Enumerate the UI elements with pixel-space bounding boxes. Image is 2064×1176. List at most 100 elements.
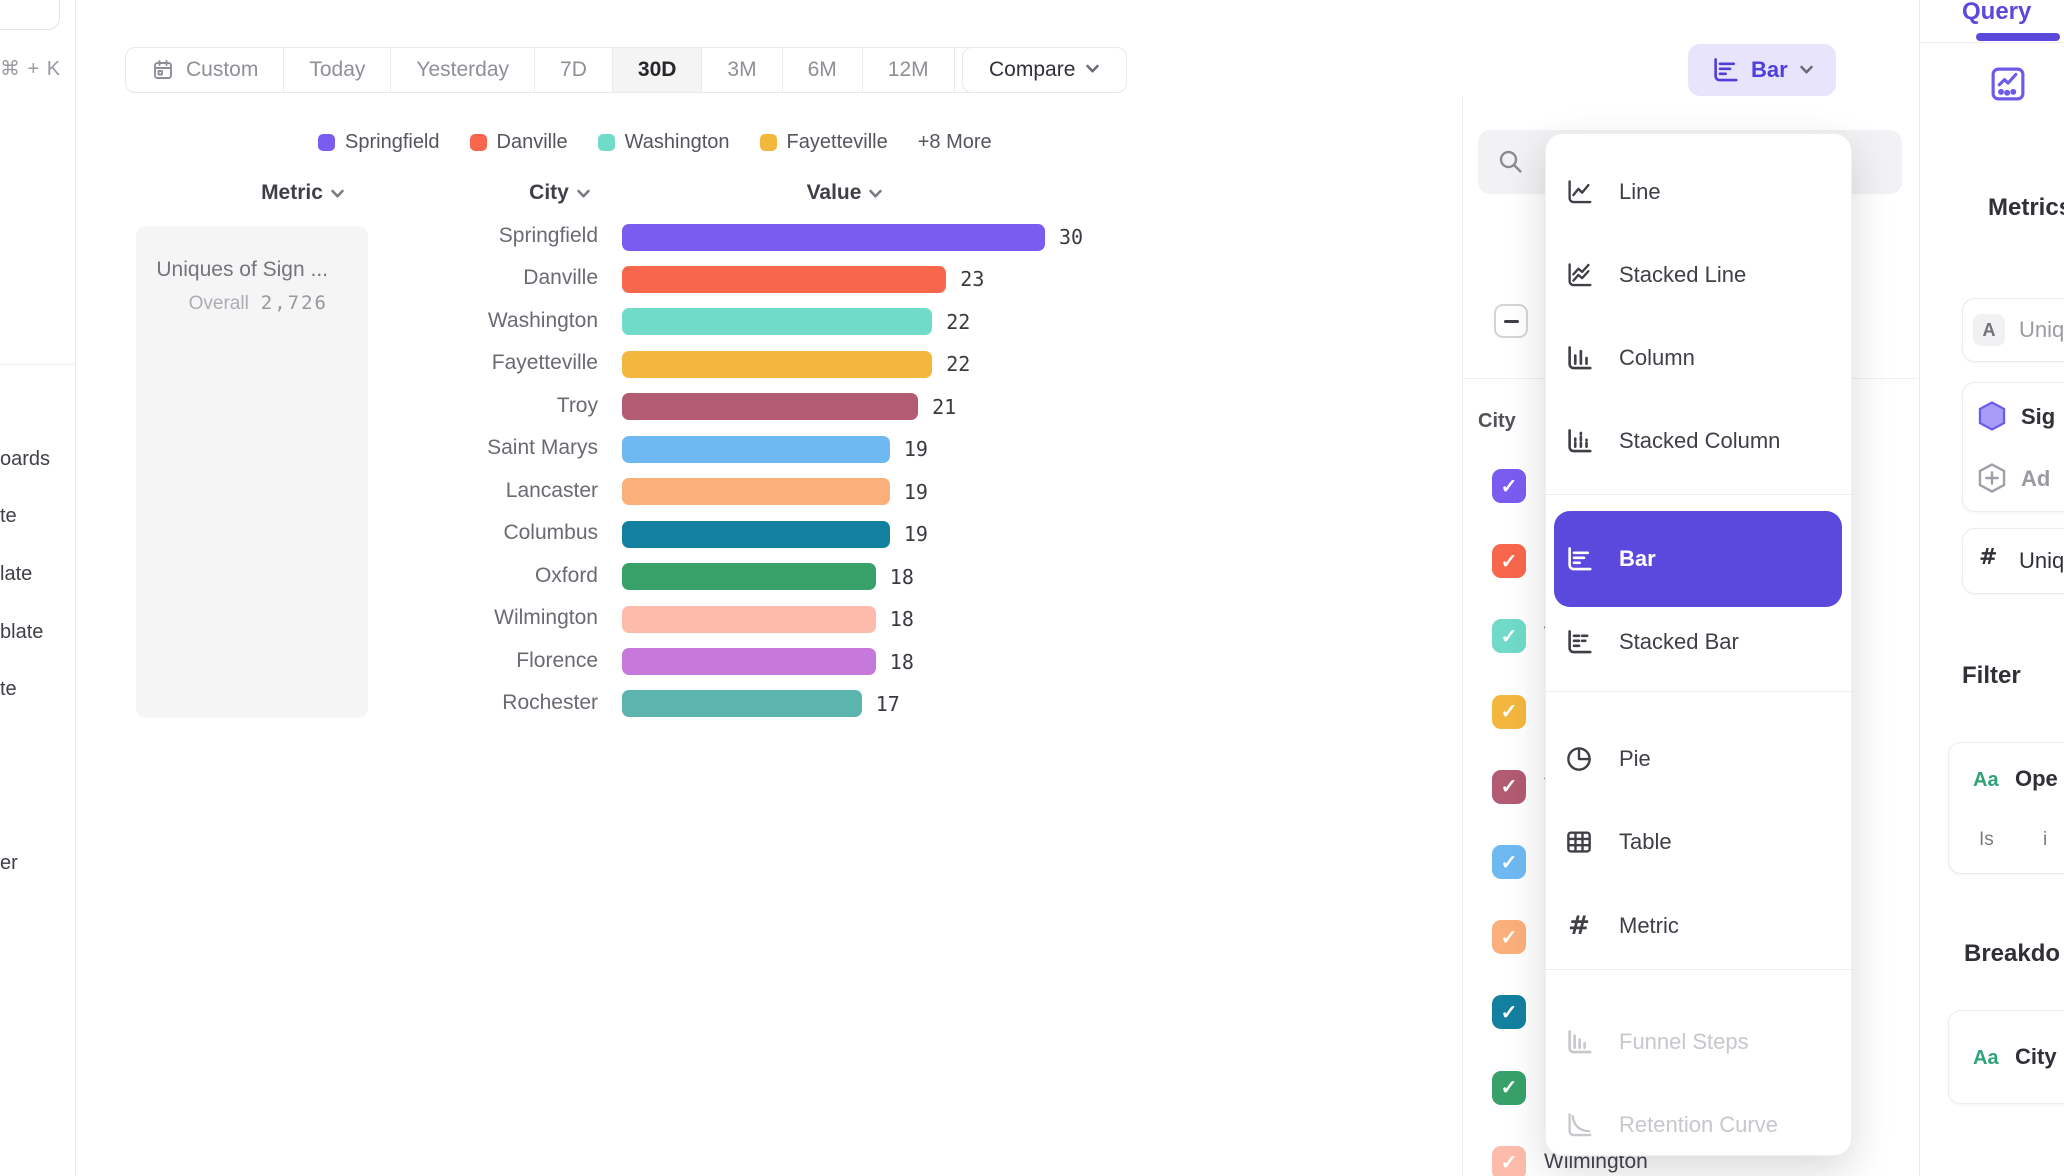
menu-item-metric[interactable]: # Metric — [1546, 884, 1851, 968]
chevron-down-icon — [330, 186, 345, 201]
column-header-value[interactable]: Value — [780, 180, 910, 206]
compare-button[interactable]: Compare — [962, 47, 1128, 93]
aggregation-label: Uniqu — [2019, 548, 2064, 573]
range-12m[interactable]: 12M — [863, 48, 955, 92]
column-header-metric[interactable]: Metric — [238, 180, 368, 206]
range-6m[interactable]: 6M — [783, 48, 863, 92]
bar-value: 19 — [903, 522, 928, 547]
date-range-group: CustomTodayYesterday7D30D3M6M12MXTD — [125, 47, 1072, 93]
menu-item-stacked-column[interactable]: Stacked Column — [1546, 399, 1851, 483]
range-30d[interactable]: 30D — [612, 48, 703, 92]
chart-type-menu: Line Stacked Line Column Stacked Column Bar S… — [1545, 133, 1852, 1156]
sidebar-search-input[interactable] — [0, 0, 60, 30]
bar-rochester — [622, 690, 862, 718]
bar-saint-marys — [622, 435, 890, 463]
menu-divider — [1546, 494, 1851, 495]
city-checkbox-saint-marys[interactable]: ✓ — [1492, 845, 1526, 879]
city-checkbox-columbus[interactable]: ✓ — [1492, 995, 1526, 1030]
city-checkbox-wilmington[interactable]: ✓ — [1492, 1145, 1526, 1176]
bar-row-label: Rochester — [502, 690, 598, 714]
tab-query[interactable]: Query — [1962, 0, 2032, 25]
bar-row-label: Saint Marys — [487, 436, 598, 460]
legend-more-button[interactable]: +8 More — [917, 130, 992, 153]
menu-item-label: Stacked Column — [1619, 428, 1781, 453]
metric-reference-card[interactable]: A Uniq — [1962, 298, 2064, 362]
city-checkbox-danville[interactable]: ✓ — [1492, 544, 1526, 579]
breakdown-card[interactable]: Aa City — [1948, 1010, 2064, 1104]
city-checkbox-lancaster[interactable]: ✓ — [1492, 920, 1526, 955]
bar-row-label: Fayetteville — [491, 351, 598, 375]
legend-item-springfield[interactable]: Springfield — [318, 131, 440, 154]
range-label: Today — [309, 58, 366, 81]
range-label: 7D — [560, 58, 587, 81]
legend-item-fayetteville[interactable]: Fayetteville — [759, 131, 888, 154]
sidebar-item[interactable]: late — [0, 563, 33, 585]
range-7d[interactable]: 7D — [535, 48, 613, 92]
metric-title: Uniques of Sign ... — [156, 258, 328, 281]
legend-item-washington[interactable]: Washington — [597, 130, 730, 154]
add-icon — [1975, 461, 2009, 500]
stackedcolumn-chart-icon — [1563, 425, 1595, 457]
city-checkbox-oxford[interactable]: ✓ — [1492, 1070, 1526, 1105]
range-3m[interactable]: 3M — [702, 48, 783, 92]
legend-swatch — [469, 133, 487, 151]
city-checkbox-troy[interactable]: ✓ — [1492, 769, 1526, 804]
range-label: Yesterday — [416, 58, 510, 81]
bar-row-label: Columbus — [503, 521, 598, 545]
search-icon — [1496, 147, 1526, 177]
range-yesterday[interactable]: Yesterday — [391, 48, 536, 92]
menu-item-bar[interactable]: Bar — [1546, 511, 1851, 607]
legend-item-danville[interactable]: Danville — [469, 131, 568, 154]
aggregation-card[interactable]: # Uniqu — [1962, 528, 2064, 594]
select-all-checkbox[interactable] — [1494, 304, 1528, 338]
menu-item-table[interactable]: Table — [1546, 800, 1851, 884]
menu-item-label: Pie — [1619, 746, 1651, 771]
calendar-icon — [151, 58, 175, 82]
metric-card[interactable]: Uniques of Sign ... Overall 2,726 — [136, 226, 368, 718]
sidebar-item[interactable]: te — [0, 505, 17, 527]
event-card[interactable]: Sig Ad — [1962, 382, 2064, 512]
menu-item-label: Stacked Bar — [1619, 629, 1739, 654]
event-hexagon-icon — [1975, 399, 2009, 438]
chart-preview-icon-button[interactable] — [1986, 62, 2030, 106]
legend-label: Springfield — [345, 130, 440, 153]
city-checkbox-fayetteville[interactable]: ✓ — [1492, 694, 1526, 729]
compare-label: Compare — [989, 58, 1076, 81]
legend-label: Washington — [624, 130, 730, 153]
sidebar-item[interactable]: te — [0, 678, 17, 700]
range-label: 12M — [887, 58, 929, 81]
range-today[interactable]: Today — [284, 48, 392, 92]
sidebar-item[interactable]: blate — [0, 621, 44, 643]
menu-divider — [1546, 969, 1851, 970]
sidebar-item[interactable]: oards — [0, 448, 51, 470]
bar-value: 23 — [960, 267, 985, 292]
chart-type-button[interactable]: Bar — [1688, 44, 1836, 96]
column-chart-icon — [1563, 342, 1595, 374]
menu-item-stacked-bar[interactable]: Stacked Bar — [1546, 600, 1851, 684]
city-checkbox-washington[interactable]: ✓ — [1492, 619, 1526, 654]
bar-row-label: Lancaster — [505, 478, 598, 502]
menu-item-column[interactable]: Column — [1546, 316, 1851, 400]
bar-chart-icon — [1563, 543, 1595, 575]
string-property-icon: Aa — [1973, 1047, 1999, 1069]
bar-value: 19 — [903, 437, 928, 462]
bar-columbus — [622, 520, 890, 548]
bar-value: 30 — [1059, 225, 1084, 249]
menu-item-retention-curve: Retention Curve — [1546, 1083, 1851, 1167]
breakdown-heading: Breakdo — [1964, 940, 2061, 967]
filter-card[interactable]: Aa Ope Is i — [1948, 742, 2064, 874]
bar-florence — [622, 648, 876, 675]
range-custom[interactable]: Custom — [126, 48, 285, 92]
menu-item-line[interactable]: Line — [1546, 150, 1851, 234]
sidebar-item[interactable]: er — [0, 852, 18, 874]
column-header-city[interactable]: City — [495, 180, 625, 206]
city-checkbox-springfield[interactable]: ✓ — [1492, 469, 1526, 503]
menu-item-stacked-line[interactable]: Stacked Line — [1546, 233, 1851, 317]
menu-item-pie[interactable]: Pie — [1546, 717, 1851, 801]
panel-border — [1919, 42, 2064, 43]
bar-washington — [622, 308, 933, 336]
filter-operator: Is — [1979, 829, 1994, 850]
bar-value: 18 — [889, 564, 914, 589]
bar-danville — [622, 265, 947, 293]
